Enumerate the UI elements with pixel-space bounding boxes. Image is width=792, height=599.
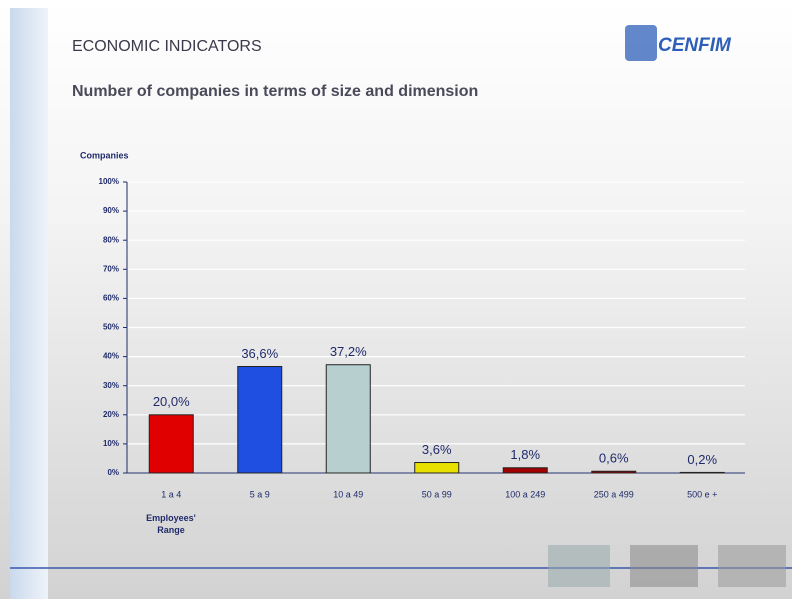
x-tick-label: 500 e + <box>687 489 717 499</box>
subtitle: Number of companies in terms of size and… <box>72 83 478 100</box>
value-label: 1,8% <box>510 447 540 462</box>
y-tick-label: 100% <box>99 177 119 186</box>
crank-image <box>630 545 698 587</box>
x-tick-label: 10 a 49 <box>333 489 363 499</box>
bar <box>679 471 725 474</box>
logo-icon <box>625 25 657 61</box>
bar <box>237 365 283 474</box>
value-label: 36,6% <box>241 346 278 361</box>
y-tick-label: 20% <box>103 410 119 419</box>
y-tick-label: 30% <box>103 381 119 390</box>
y-tick-label: 0% <box>107 468 119 477</box>
y-tick-label: 70% <box>103 264 119 273</box>
value-label: 0,2% <box>687 452 717 467</box>
decor-images <box>548 545 786 587</box>
bar <box>325 364 371 474</box>
value-label: 0,6% <box>599 451 629 466</box>
x-tick-label: 100 a 249 <box>505 489 545 499</box>
gear-image <box>548 545 610 587</box>
value-label: 37,2% <box>330 344 367 359</box>
y-tick-label: 10% <box>103 439 119 448</box>
y-axis-label: Companies <box>80 150 129 160</box>
logo-text: CENFIM <box>658 35 732 56</box>
y-tick-label: 90% <box>103 206 119 215</box>
x-tick-label: 50 a 99 <box>422 489 452 499</box>
logo: CENFIM <box>625 25 732 61</box>
value-label: 3,6% <box>422 442 452 457</box>
title: ECONOMIC INDICATORS <box>72 38 262 55</box>
y-tick-label: 40% <box>103 352 119 361</box>
value-label: 20,0% <box>153 394 190 409</box>
side-strip <box>10 8 48 599</box>
y-tick-label: 50% <box>103 323 119 332</box>
shaft-image <box>718 545 786 587</box>
x-tick-label: 250 a 499 <box>594 489 634 499</box>
y-tick-label: 60% <box>103 294 119 303</box>
bar <box>148 414 194 474</box>
x-tick-label: 1 a 4 <box>161 489 181 499</box>
bar <box>591 470 637 474</box>
x-axis-label: Employees' Range <box>146 513 196 535</box>
bar <box>502 467 548 474</box>
y-tick-label: 80% <box>103 235 119 244</box>
bar <box>414 462 460 474</box>
x-tick-label: 5 a 9 <box>250 489 270 499</box>
